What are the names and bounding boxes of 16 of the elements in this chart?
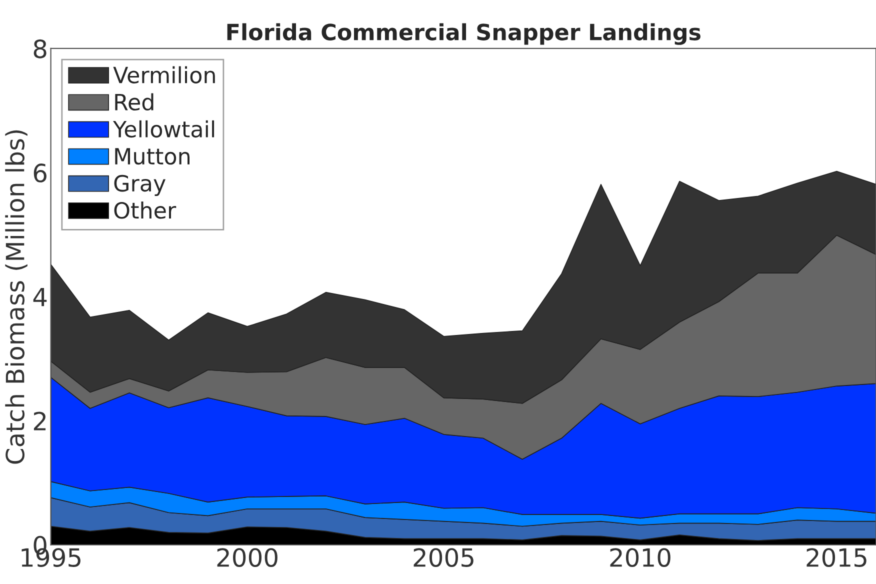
y-tick-label: 6 [34, 164, 46, 182]
x-tick-label: 2000 [217, 548, 278, 567]
legend-label: Yellowtail [112, 120, 214, 138]
y-tick-label: 2 [34, 412, 46, 430]
legend-label: Gray [114, 174, 166, 196]
x-tick-label: 2005 [414, 548, 474, 567]
chart-title: Florida Commercial Snapper Landings [227, 23, 700, 45]
y-axis-title: Catch Biomass (Million lbs) [5, 130, 28, 464]
legend-label: Mutton [115, 148, 190, 165]
legend-label: Red [115, 93, 154, 111]
legend-label: Vermilion [113, 66, 215, 84]
y-tick-label: 8 [34, 39, 46, 58]
y-tick-label: 4 [33, 288, 47, 306]
legend-label: Other [114, 202, 176, 219]
x-tick-label: 2015 [806, 548, 866, 567]
x-tick-label: 2010 [610, 548, 670, 567]
